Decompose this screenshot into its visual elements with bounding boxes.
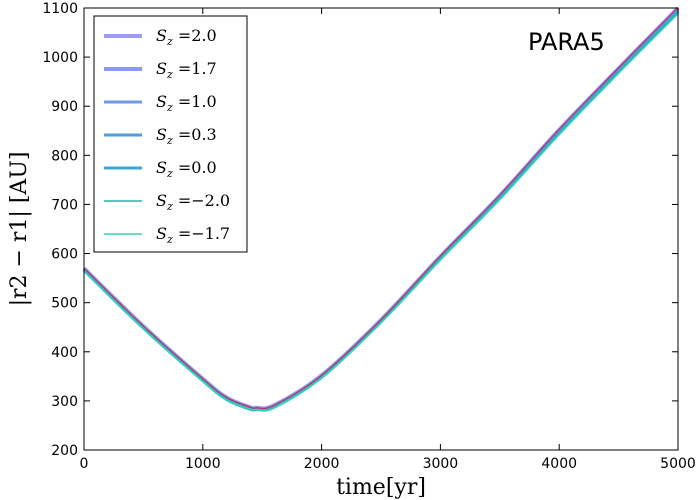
x-tick-label: 4000 [541,456,577,472]
x-tick-label: 5000 [660,456,696,472]
legend-label: Sz =0.0 [156,158,217,180]
y-tick-label: 900 [51,99,78,115]
series-layer [82,6,680,412]
series-line-7 [83,7,679,410]
x-tick-label: 3000 [423,456,459,472]
plot-frame [83,7,679,451]
y-tick-label: 600 [51,247,78,263]
legend: Sz =2.0 Sz =1.7 Sz =1.0 Sz =0.3 Sz =0.0 Sz =−… [93,15,248,253]
y-tick-label: 800 [51,148,78,164]
y-tick-label: 300 [51,394,78,410]
y-tick-label: 200 [51,443,78,459]
legend-label: Sz =1.0 [156,92,217,114]
y-tick-label: 400 [51,345,78,361]
y-tick-label: 1000 [42,50,78,66]
y-axis-label: |r2 − r1| [AU] [7,152,32,307]
legend-label: Sz =1.7 [156,59,217,81]
legend-label: Sz =0.3 [156,125,217,147]
x-tick-label: 0 [80,456,89,472]
ticks-layer: 0 1000 2000 3000 4000 5000 200 300 400 500 600 700 8… [42,1,695,472]
x-tick-label: 2000 [304,456,340,472]
y-tick-label: 700 [51,197,78,213]
x-axis-label: time[yr] [336,475,426,500]
legend-label: Sz =−2.0 [156,191,230,213]
plot-annotation: PARA5 [528,28,605,56]
x-tick-label: 1000 [185,456,221,472]
series-line-6 [83,13,679,412]
y-tick-label: 500 [51,296,78,312]
legend-label: Sz =−1.7 [156,224,230,246]
y-tick-label: 1100 [42,1,78,17]
legend-label: Sz =2.0 [156,26,217,48]
